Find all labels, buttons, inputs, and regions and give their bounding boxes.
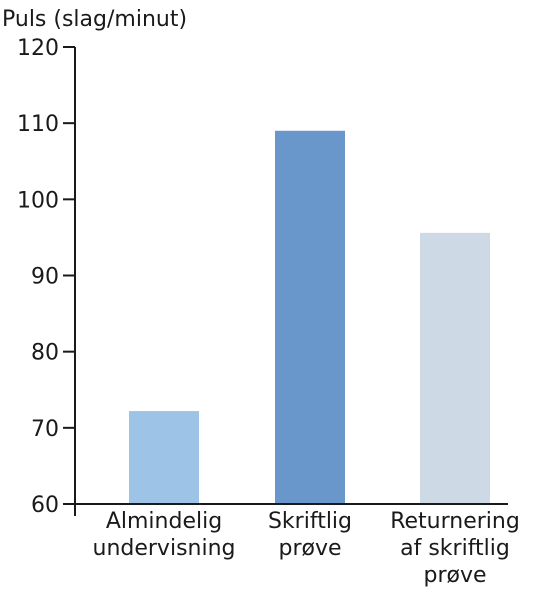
x-tick-label: Skriftlig prøve (268, 509, 352, 561)
x-tick-label-line: Almindelig (106, 509, 222, 534)
x-tick-label-line: undervisning (93, 536, 236, 561)
x-tick-label-line: Skriftlig (268, 509, 352, 534)
x-tick-label-line: prøve (423, 563, 486, 588)
x-tick-label: Returnering af skriftlig prøve (390, 509, 520, 588)
x-tick-label: Almindelig undervisning (93, 509, 236, 561)
bar (420, 232, 490, 504)
y-tick-label: 110 (17, 112, 59, 137)
y-tick-label: 60 (31, 493, 59, 518)
x-tick-label-line: Returnering (390, 509, 520, 534)
y-tick-label: 100 (17, 188, 59, 213)
y-axis-label: Puls (slag/minut) (2, 7, 187, 32)
x-tick-label-line: af skriftlig (400, 536, 510, 561)
bar (129, 411, 199, 504)
y-tick-label: 80 (31, 341, 59, 366)
x-tick-label-line: prøve (278, 536, 341, 561)
y-tick-label: 120 (17, 36, 59, 61)
y-axis-ticks: 60 70 80 90 100 110 120 (17, 36, 75, 518)
bar (275, 130, 345, 505)
y-tick-label: 70 (31, 417, 59, 442)
bars (129, 130, 490, 505)
y-tick-label: 90 (31, 265, 59, 290)
